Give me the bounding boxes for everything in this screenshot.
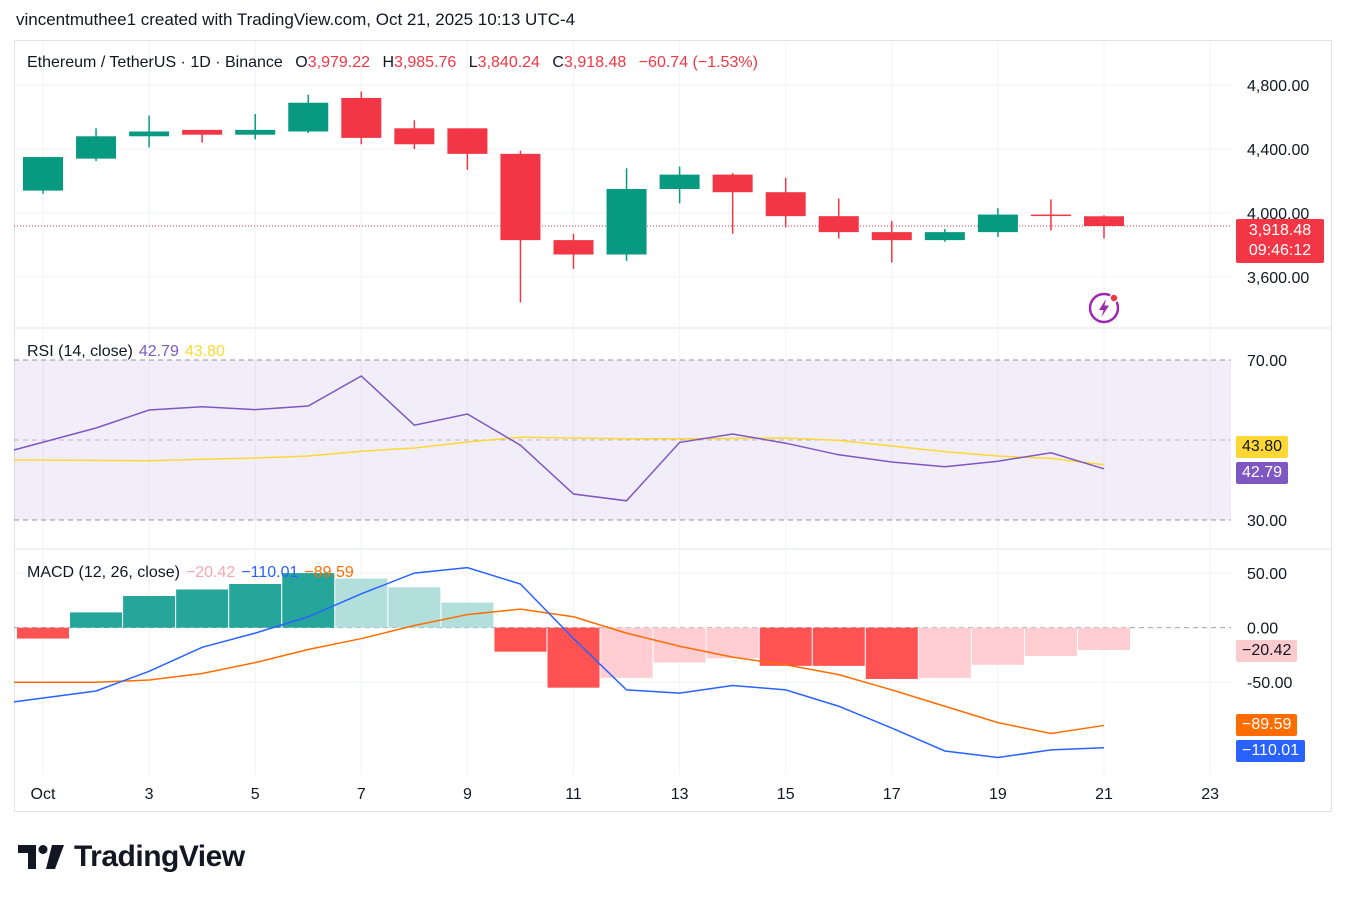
close-value: 3,918.48	[563, 54, 627, 71]
candle-body	[659, 174, 700, 189]
macd-histogram-bar	[1078, 627, 1130, 650]
macd-hist-axis-badge: −20.42	[1236, 640, 1298, 662]
price-axis-tick: 4,400.00	[1247, 142, 1309, 159]
rsi-legend-name: RSI (14, close)	[27, 343, 133, 360]
time-axis-tick: 11	[565, 786, 582, 803]
candle-body	[977, 214, 1018, 233]
rsi-legend[interactable]: RSI (14, close) 42.79 43.80	[27, 343, 231, 361]
candle-body	[1030, 214, 1071, 217]
macd-histogram-bar	[229, 584, 282, 628]
macd-histogram-bar	[282, 573, 335, 628]
macd-line	[13, 566, 1105, 759]
rsi-ma-line	[13, 436, 1105, 466]
tradingview-logo[interactable]: TradingView	[18, 840, 245, 874]
macd-legend[interactable]: MACD (12, 26, close) −20.42 −110.01 −89.59	[27, 564, 360, 582]
rsi-ma-axis-badge: 43.80	[1236, 436, 1289, 458]
rsi-axis-badge: 42.79	[1236, 462, 1289, 484]
rsi-axis-tick: 30.00	[1247, 513, 1287, 530]
macd-histogram-bar	[494, 627, 547, 652]
candle-body	[288, 102, 329, 132]
macd-histogram-bar	[547, 627, 600, 688]
macd-histogram-bar	[70, 612, 123, 628]
time-axis-tick: 19	[989, 786, 1007, 803]
open-value: 3,979.22	[307, 54, 371, 71]
macd-histogram-bar	[759, 627, 812, 666]
candle-body	[23, 157, 63, 191]
rsi-ma-legend-value: 43.80	[184, 343, 225, 360]
macd-histogram-bar	[865, 627, 918, 679]
macd-histogram-bar	[918, 627, 971, 678]
high-value: 3,985.76	[394, 54, 457, 71]
signal-line	[14, 608, 1105, 735]
time-axis-tick: 21	[1095, 786, 1113, 803]
last-price-badge: 3,918.48 09:46:12	[1236, 219, 1324, 263]
candle-body	[871, 232, 912, 241]
price-axis-tick: 4,800.00	[1247, 78, 1309, 95]
macd-histogram-bar	[600, 627, 653, 678]
candle-body	[341, 97, 382, 138]
time-axis-tick: 15	[777, 786, 795, 803]
macd-axis-tick: 50.00	[1247, 566, 1287, 583]
macd-histogram-bar	[1024, 627, 1077, 657]
macd-histogram-bar	[176, 589, 229, 628]
candle-body	[818, 216, 859, 233]
symbol-title[interactable]: Ethereum / TetherUS · 1D · Binance	[27, 54, 283, 71]
macd-axis-tick: -50.00	[1247, 675, 1292, 692]
rsi-axis-tick: 70.00	[1247, 353, 1287, 370]
candle-body	[712, 174, 753, 193]
time-axis-tick: 23	[1201, 786, 1219, 803]
tradingview-logo-text: TradingView	[74, 840, 245, 873]
low-label: L	[468, 54, 478, 71]
candle-body	[182, 129, 223, 135]
candle-body	[394, 128, 435, 145]
high-label: H	[382, 54, 395, 71]
macd-histogram-bar	[17, 627, 69, 639]
close-label: C	[552, 54, 564, 71]
macd-axis-tick: 0.00	[1247, 621, 1278, 638]
ohlc-legend: Ethereum / TetherUS · 1D · Binance O3,97…	[27, 54, 766, 72]
time-axis-tick: Oct	[31, 786, 56, 803]
signal-legend-value: −89.59	[304, 564, 354, 581]
rsi-line	[13, 375, 1105, 502]
candle-body	[765, 192, 806, 217]
candle-body	[553, 240, 594, 255]
time-axis-tick: 9	[463, 786, 472, 803]
macd-axis-badge: −110.01	[1236, 740, 1306, 762]
candle-body	[447, 128, 488, 154]
macd-histogram-bar	[388, 587, 441, 628]
macd-legend-value: −110.01	[241, 564, 299, 581]
rsi-legend-value: 42.79	[138, 343, 179, 360]
macd-histogram-bar	[812, 627, 865, 666]
candle-body	[129, 131, 170, 137]
candle-body	[500, 153, 541, 241]
time-axis-tick: 3	[145, 786, 154, 803]
macd-hist-legend-value: −20.42	[185, 564, 236, 581]
signal-axis-badge: −89.59	[1236, 714, 1298, 736]
macd-histogram-bar	[123, 596, 176, 628]
time-axis-tick: 17	[883, 786, 901, 803]
time-axis-tick: 7	[357, 786, 366, 803]
candle-body	[76, 136, 117, 159]
open-label: O	[295, 54, 308, 71]
macd-histogram-bar	[971, 627, 1024, 665]
tradingview-logo-icon	[18, 845, 64, 869]
chart-snapshot-header: vincentmuthee1 created with TradingView.…	[16, 10, 576, 29]
macd-legend-name: MACD (12, 26, close)	[27, 564, 180, 581]
change-value: −60.74 (−1.53%)	[638, 54, 758, 71]
candle-body	[606, 189, 647, 255]
lightning-icon[interactable]	[1088, 292, 1120, 324]
candle-body	[924, 232, 965, 241]
price-axis-tick: 3,600.00	[1247, 270, 1309, 287]
last-price: 3,918.48	[1248, 222, 1312, 239]
macd-histogram-bar	[653, 627, 706, 663]
candle-body	[1084, 216, 1124, 226]
low-value: 3,840.24	[477, 54, 540, 71]
price-axis-tick: 4,000.00	[1247, 206, 1309, 223]
chart-frame	[14, 40, 1332, 812]
candle-body	[235, 129, 276, 135]
time-axis-tick: 13	[671, 786, 689, 803]
bar-countdown: 09:46:12	[1248, 242, 1312, 259]
time-axis-tick: 5	[251, 786, 260, 803]
